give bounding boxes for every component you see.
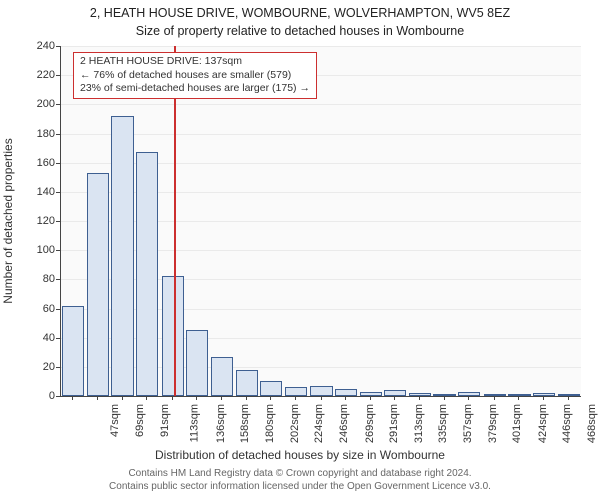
footer-attribution-1: Contains HM Land Registry data © Crown c… [0, 468, 600, 479]
xtick-mark [270, 396, 271, 400]
histogram-bar [508, 394, 530, 396]
xtick-label: 69sqm [134, 404, 146, 437]
ytick-label: 0 [15, 390, 55, 402]
ytick-label: 220 [15, 69, 55, 81]
footer-attribution-2: Contains public sector information licen… [0, 481, 600, 492]
ytick-label: 20 [15, 361, 55, 373]
xtick-mark [146, 396, 147, 400]
xtick-label: 269sqm [364, 404, 376, 443]
xtick-mark [444, 396, 445, 400]
xtick-label: 136sqm [215, 404, 227, 443]
histogram-bar [360, 392, 382, 396]
xtick-mark [72, 396, 73, 400]
histogram-bar [558, 394, 580, 396]
xtick-mark [97, 396, 98, 400]
histogram-bar [409, 393, 431, 396]
xtick-mark [221, 396, 222, 400]
y-axis-label: Number of detached properties [1, 138, 15, 303]
xtick-mark [321, 396, 322, 400]
chart-subtitle: Size of property relative to detached ho… [0, 24, 600, 38]
xtick-mark [172, 396, 173, 400]
histogram-bar [285, 387, 307, 396]
xtick-label: 401sqm [511, 404, 523, 443]
histogram-bar [162, 276, 184, 396]
xtick-mark [419, 396, 420, 400]
xtick-label: 335sqm [438, 404, 450, 443]
ytick-label: 100 [15, 244, 55, 256]
annotation-line2: ← 76% of detached houses are smaller (57… [80, 69, 310, 83]
ytick-label: 40 [15, 332, 55, 344]
x-axis-label: Distribution of detached houses by size … [0, 448, 600, 462]
chart-container: 2, HEATH HOUSE DRIVE, WOMBOURNE, WOLVERH… [0, 0, 600, 500]
histogram-bar [310, 386, 332, 396]
xtick-mark [494, 396, 495, 400]
xtick-label: 113sqm [188, 404, 200, 442]
ytick-label: 80 [15, 273, 55, 285]
xtick-mark [345, 396, 346, 400]
histogram-bar [87, 173, 109, 396]
xtick-label: 180sqm [264, 404, 276, 443]
xtick-label: 91sqm [159, 404, 171, 437]
xtick-label: 313sqm [413, 404, 425, 443]
xtick-mark [295, 396, 296, 400]
xtick-label: 202sqm [289, 404, 301, 443]
histogram-bar [335, 389, 357, 396]
xtick-mark [370, 396, 371, 400]
xtick-mark [468, 396, 469, 400]
ytick-label: 200 [15, 98, 55, 110]
xtick-label: 246sqm [338, 404, 350, 443]
xtick-label: 446sqm [562, 404, 574, 443]
histogram-bar [260, 381, 282, 396]
xtick-label: 224sqm [313, 404, 325, 443]
xtick-mark [122, 396, 123, 400]
xtick-mark [394, 396, 395, 400]
ytick-label: 240 [15, 40, 55, 52]
xtick-label: 291sqm [388, 404, 400, 443]
xtick-mark [518, 396, 519, 400]
histogram-bar [236, 370, 258, 396]
plot-area: 2 HEATH HOUSE DRIVE: 137sqm ← 76% of det… [60, 46, 581, 397]
xtick-label: 357sqm [462, 404, 474, 443]
ytick-label: 140 [15, 186, 55, 198]
ytick-label: 120 [15, 215, 55, 227]
xtick-label: 47sqm [109, 404, 121, 437]
xtick-mark [196, 396, 197, 400]
histogram-bar [111, 116, 133, 396]
xtick-label: 379sqm [487, 404, 499, 443]
xtick-label: 158sqm [240, 404, 252, 443]
xtick-label: 468sqm [586, 404, 598, 443]
annotation-line1: 2 HEATH HOUSE DRIVE: 137sqm [80, 55, 310, 69]
xtick-label: 424sqm [537, 404, 549, 443]
histogram-bar [211, 357, 233, 396]
xtick-mark [568, 396, 569, 400]
annotation-box: 2 HEATH HOUSE DRIVE: 137sqm ← 76% of det… [73, 52, 317, 99]
chart-title: 2, HEATH HOUSE DRIVE, WOMBOURNE, WOLVERH… [0, 6, 600, 20]
ytick-label: 180 [15, 128, 55, 140]
histogram-bar [186, 330, 208, 396]
ytick-label: 160 [15, 157, 55, 169]
histogram-bar [62, 306, 84, 396]
xtick-mark [246, 396, 247, 400]
xtick-mark [543, 396, 544, 400]
ytick-label: 60 [15, 303, 55, 315]
histogram-bar [136, 152, 158, 396]
annotation-line3: 23% of semi-detached houses are larger (… [80, 82, 310, 96]
